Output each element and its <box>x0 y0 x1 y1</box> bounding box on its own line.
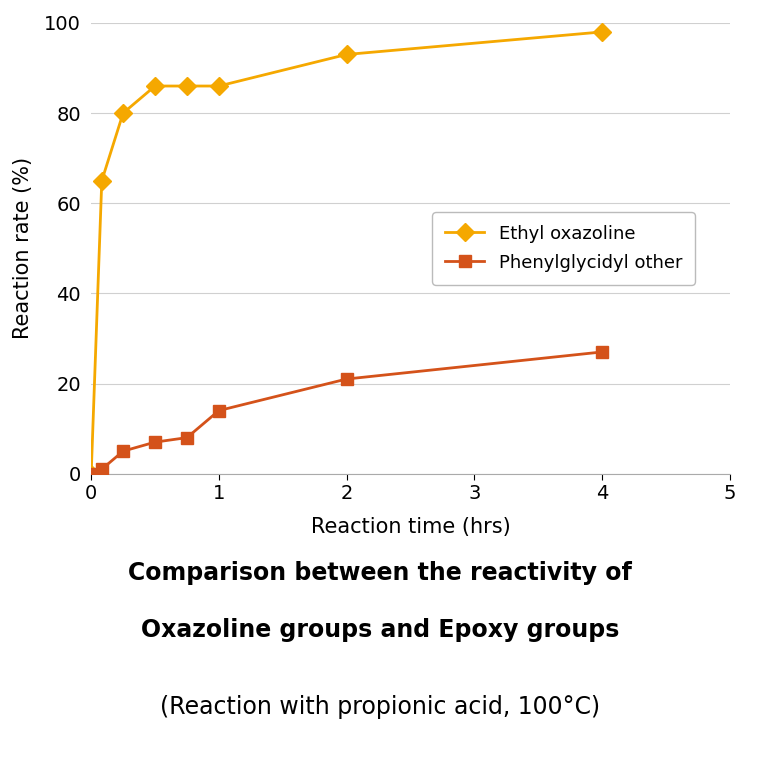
Phenylglycidyl other <box>87 469 96 478</box>
Ethyl oxazoline <box>342 50 351 59</box>
Ethyl oxazoline <box>87 469 96 478</box>
Phenylglycidyl other <box>342 374 351 384</box>
Phenylglycidyl other <box>597 348 606 357</box>
X-axis label: Reaction time (hrs): Reaction time (hrs) <box>311 517 510 537</box>
Ethyl oxazoline <box>97 176 106 186</box>
Phenylglycidyl other <box>150 438 160 447</box>
Line: Ethyl oxazoline: Ethyl oxazoline <box>85 26 608 480</box>
Phenylglycidyl other <box>119 446 128 455</box>
Text: (Reaction with propionic acid, 100°C): (Reaction with propionic acid, 100°C) <box>160 694 600 719</box>
Phenylglycidyl other <box>97 465 106 474</box>
Phenylglycidyl other <box>182 433 192 442</box>
Text: Oxazoline groups and Epoxy groups: Oxazoline groups and Epoxy groups <box>141 618 619 643</box>
Legend: Ethyl oxazoline, Phenylglycidyl other: Ethyl oxazoline, Phenylglycidyl other <box>432 212 695 285</box>
Ethyl oxazoline <box>597 28 606 37</box>
Ethyl oxazoline <box>119 108 128 118</box>
Line: Phenylglycidyl other: Phenylglycidyl other <box>85 346 608 480</box>
Ethyl oxazoline <box>150 82 160 91</box>
Ethyl oxazoline <box>214 82 223 91</box>
Text: Comparison between the reactivity of: Comparison between the reactivity of <box>128 561 632 585</box>
Ethyl oxazoline <box>182 82 192 91</box>
Y-axis label: Reaction rate (%): Reaction rate (%) <box>13 157 33 339</box>
Phenylglycidyl other <box>214 406 223 415</box>
